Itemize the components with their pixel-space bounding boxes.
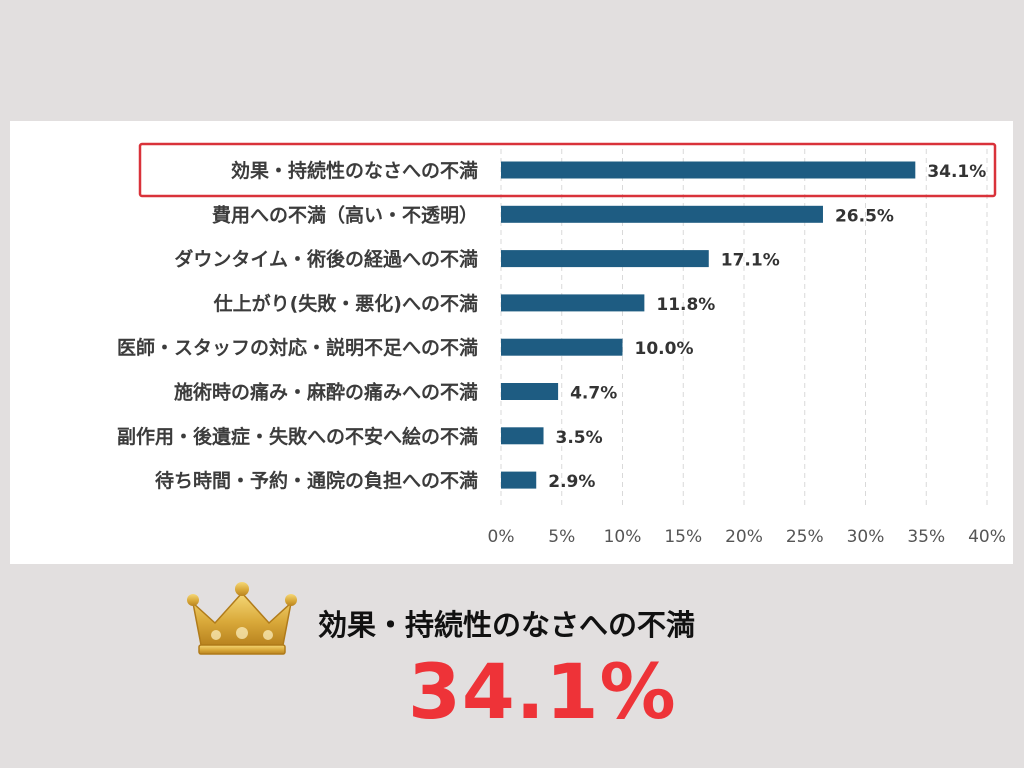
x-tick-label: 0% bbox=[488, 527, 515, 547]
x-tick-label: 35% bbox=[907, 527, 945, 547]
x-tick-label: 30% bbox=[847, 527, 885, 547]
value-label: 4.7% bbox=[570, 384, 617, 404]
bar bbox=[501, 383, 559, 400]
value-label: 34.1% bbox=[927, 162, 986, 182]
x-tick-label: 10% bbox=[604, 527, 642, 547]
value-label: 26.5% bbox=[835, 206, 894, 226]
bar bbox=[501, 250, 709, 268]
category-label: 副作用・後遺症・失敗への不安へ絵の不満 bbox=[117, 425, 478, 448]
summary-value: 34.1% bbox=[408, 647, 677, 736]
category-label: 効果・持続性のなさへの不満 bbox=[231, 159, 478, 182]
value-label: 17.1% bbox=[721, 251, 780, 271]
bar bbox=[501, 161, 916, 179]
highlight-box bbox=[138, 142, 997, 198]
value-label: 3.5% bbox=[556, 428, 603, 448]
bar bbox=[501, 205, 823, 223]
bar-chart: 0% 5% 10% 15% 20% 25% 30% 35% 40% 効果・持続性のなさへの不満 34… bbox=[117, 142, 1006, 547]
category-label: 施術時の痛み・麻酔の痛みへの不満 bbox=[174, 381, 478, 404]
x-tick-label: 40% bbox=[968, 527, 1006, 547]
category-label: 待ち時間・予約・通院の負担への不満 bbox=[155, 469, 478, 492]
crown-icon bbox=[187, 582, 297, 655]
value-label: 10.0% bbox=[635, 339, 694, 359]
bar bbox=[501, 338, 623, 356]
chart-panel: 0% 5% 10% 15% 20% 25% 30% 35% 40% 効果・持続性のなさへの不満 34… bbox=[10, 121, 1013, 564]
category-label: ダウンタイム・術後の経過への不満 bbox=[174, 248, 478, 271]
value-label: 11.8% bbox=[656, 295, 715, 315]
summary-label: 効果・持続性のなさへの不満 bbox=[318, 608, 696, 642]
x-tick-label: 20% bbox=[725, 527, 763, 547]
x-tick-label: 25% bbox=[786, 527, 824, 547]
bar bbox=[501, 471, 537, 489]
x-tick-label: 5% bbox=[548, 527, 575, 547]
category-label: 仕上がり(失敗・悪化)への不満 bbox=[213, 292, 478, 315]
category-label: 医師・スタッフの対応・説明不足への不満 bbox=[117, 336, 478, 359]
bar bbox=[501, 294, 645, 312]
value-label: 2.9% bbox=[548, 472, 595, 492]
x-tick-label: 15% bbox=[664, 527, 702, 547]
category-label: 費用への不満（高い・不透明） bbox=[212, 203, 478, 226]
summary-section: 効果・持続性のなさへの不満 34.1% bbox=[0, 575, 1024, 765]
bar bbox=[501, 427, 544, 445]
